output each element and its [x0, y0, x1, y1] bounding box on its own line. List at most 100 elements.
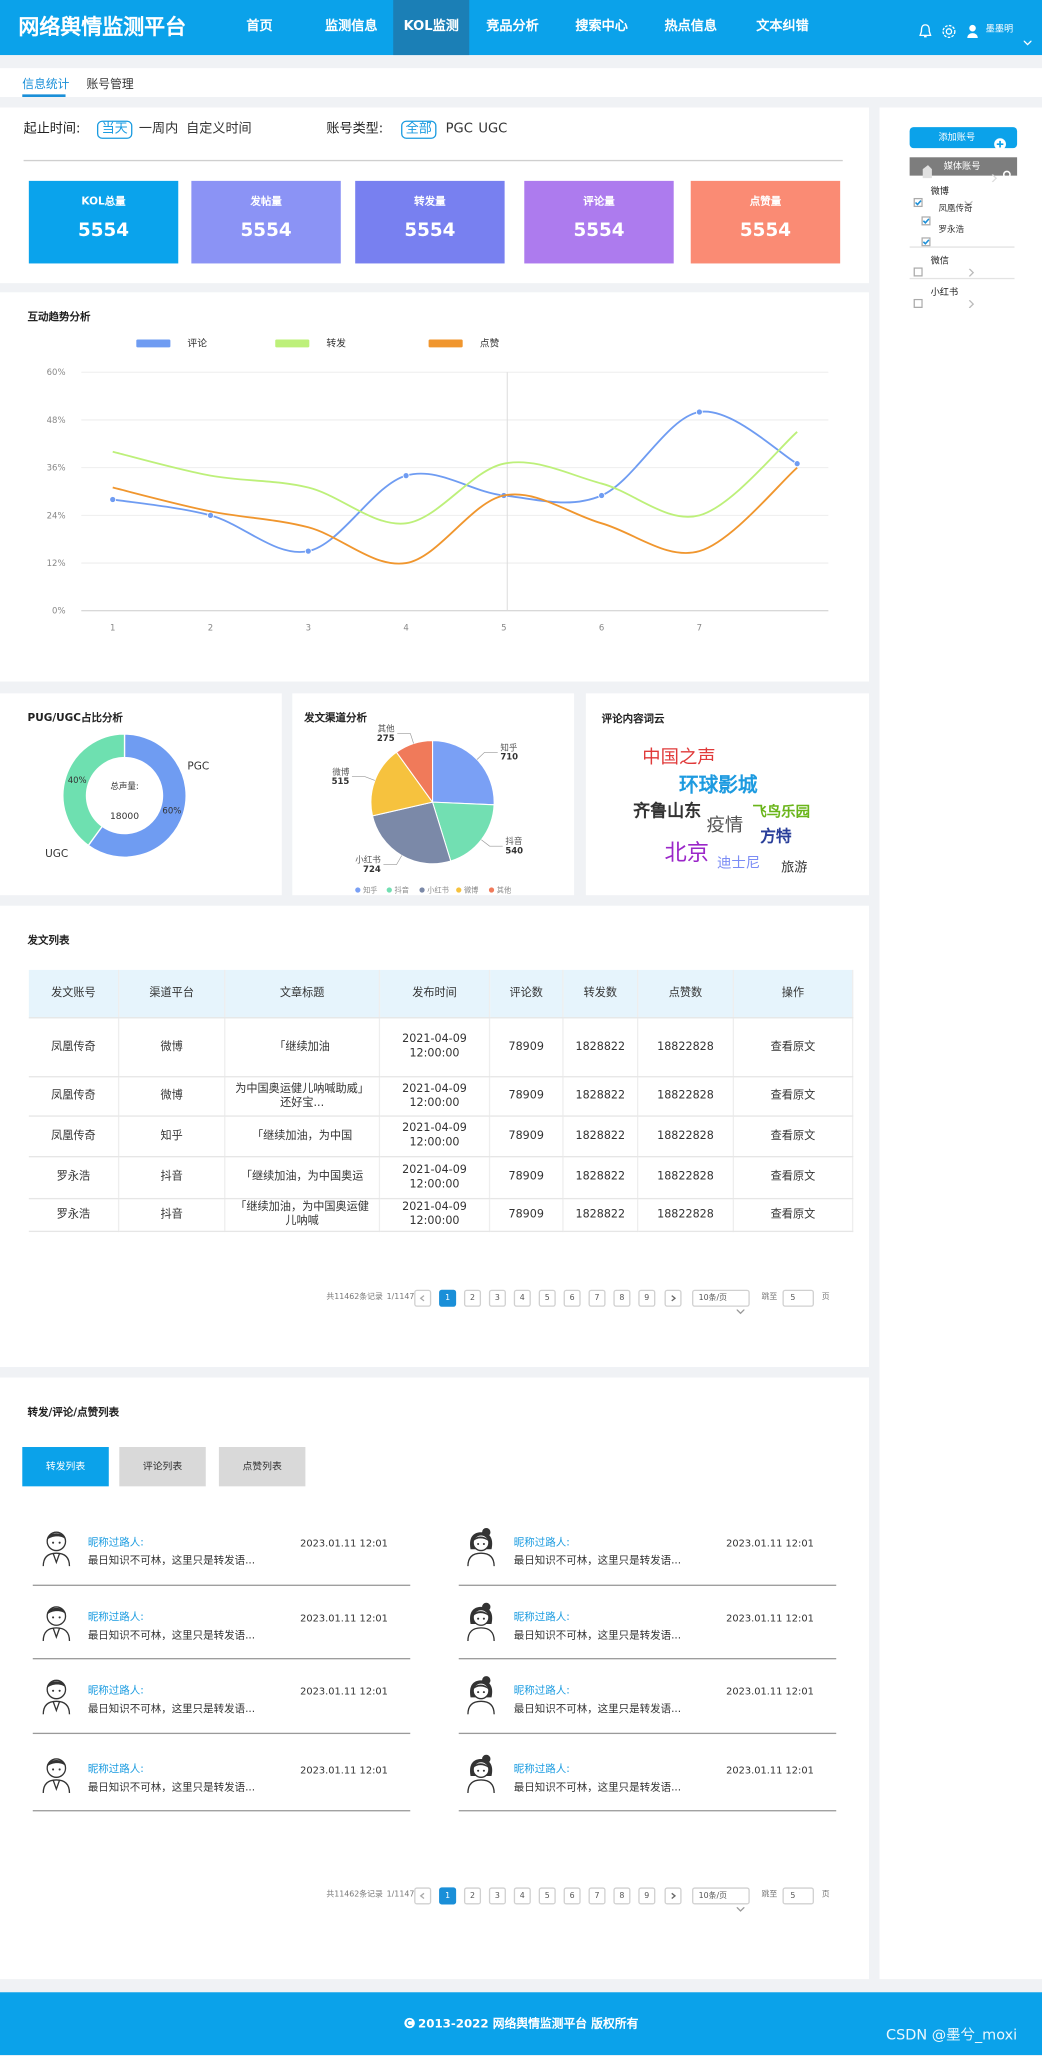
account-group[interactable]: 媒体账号	[909, 157, 1018, 176]
page-button[interactable]: 2	[463, 1289, 482, 1307]
view-link[interactable]: 查看原文	[733, 1017, 854, 1078]
icon-part	[473, 1536, 489, 1542]
item-name[interactable]: 昵称过路人:	[87, 1684, 144, 1697]
page-button[interactable]: 10条/页	[692, 1886, 750, 1904]
item-time: 2023.01.11 12:01	[300, 1611, 388, 1624]
checkbox[interactable]	[913, 288, 923, 308]
filter-option[interactable]: 一周内	[138, 121, 179, 137]
icon-part	[473, 1611, 489, 1617]
table-cell: 18822828	[637, 1156, 734, 1200]
icon-part	[964, 200, 974, 207]
user-icon[interactable]	[966, 20, 979, 39]
page-button[interactable]	[414, 1886, 432, 1904]
page-button[interactable]: 8	[613, 1886, 631, 1904]
checkbox[interactable]	[913, 187, 923, 207]
item-name[interactable]: 昵称过路人:	[87, 1763, 144, 1775]
stat-value: 5554	[739, 219, 791, 241]
page-button[interactable]: 5	[538, 1289, 556, 1307]
tab[interactable]: 账号管理	[86, 78, 134, 92]
page-button[interactable]: 1	[439, 1289, 457, 1307]
filter-chip-active[interactable]: 全部	[401, 120, 437, 139]
account-child[interactable]: 凤凰传奇	[938, 203, 973, 214]
item-name[interactable]: 昵称过路人:	[87, 1611, 144, 1623]
account-name[interactable]: 微博	[930, 185, 949, 197]
item-name[interactable]: 昵称过路人:	[513, 1536, 570, 1549]
bell-icon[interactable]	[917, 20, 933, 38]
page-button[interactable]: 8	[613, 1289, 631, 1307]
filter-option[interactable]: UGC	[478, 121, 508, 137]
view-link[interactable]: 查看原文	[733, 1076, 854, 1117]
icon-part	[467, 1528, 495, 1567]
item-name[interactable]: 昵称过路人:	[513, 1611, 570, 1623]
page-button[interactable]: 6	[563, 1886, 581, 1904]
page-button[interactable]	[664, 1886, 682, 1904]
page-button[interactable]: 4	[513, 1289, 531, 1307]
item-name[interactable]: 昵称过路人:	[87, 1536, 144, 1549]
checkbox[interactable]	[913, 256, 923, 276]
list-tab[interactable]: 评论列表	[119, 1447, 206, 1487]
nav-item[interactable]: 监测信息	[325, 19, 378, 35]
tab[interactable]: 信息统计	[22, 78, 70, 92]
page-button[interactable]: 1	[439, 1886, 457, 1904]
nav-item[interactable]: KOL监测	[403, 19, 459, 35]
page-button[interactable]: 9	[638, 1289, 656, 1307]
checkbox[interactable]	[921, 226, 931, 246]
page-button[interactable]: 4	[513, 1886, 531, 1904]
table-cell: 抖音	[118, 1198, 226, 1233]
view-link[interactable]: 查看原文	[733, 1198, 854, 1233]
item-name[interactable]: 昵称过路人:	[513, 1684, 570, 1697]
icon-part	[991, 173, 998, 183]
user-name[interactable]: 墨墨明	[985, 23, 1014, 34]
page-button[interactable]	[414, 1289, 432, 1307]
icon-part	[477, 1769, 480, 1772]
filter-chip-active[interactable]: 当天	[96, 120, 133, 139]
item-name[interactable]: 昵称过路人:	[513, 1763, 570, 1775]
nav-item[interactable]: 文本纠错	[756, 19, 809, 35]
page-button[interactable]: 7	[588, 1289, 606, 1307]
table-row: 凤凰传奇 微博 为中国奥运健儿呐喊助威」还好宝... 2021-04-09 12:00…	[28, 1076, 854, 1117]
nav-item[interactable]: 首页	[246, 19, 273, 35]
page-button[interactable]: 5	[782, 1886, 814, 1904]
list-tab[interactable]: 点赞列表	[218, 1447, 306, 1487]
account-name[interactable]: 小红书	[930, 286, 959, 298]
search-icon[interactable]	[1002, 161, 1014, 181]
add-account-button[interactable]: 添加账号	[909, 127, 1018, 149]
page-button[interactable]: 6	[563, 1289, 581, 1307]
filter-option[interactable]: 自定义时间	[186, 121, 252, 137]
table-cell: 为中国奥运健儿呐喊助威」还好宝...	[224, 1076, 381, 1117]
item-text: 最日知识不可林，这里只是转发语...	[513, 1554, 682, 1567]
page-button[interactable]: 5	[538, 1886, 556, 1904]
view-link[interactable]: 查看原文	[733, 1116, 854, 1158]
cloud-word: 飞鸟乐园	[752, 803, 811, 822]
pagination-total: 共11462条记录	[326, 1292, 383, 1303]
account-name[interactable]: 微信	[930, 255, 949, 266]
table-cell: 18822828	[637, 1017, 734, 1078]
checkbox[interactable]	[921, 205, 931, 225]
filter-option[interactable]: PGC	[445, 121, 473, 137]
avatar	[39, 1675, 73, 1715]
list-tab[interactable]: 转发列表	[22, 1447, 109, 1487]
item-time: 2023.01.11 12:01	[300, 1684, 388, 1697]
icon-part	[921, 236, 931, 246]
icon-part	[919, 24, 932, 38]
page-button[interactable]: 7	[588, 1886, 606, 1904]
item-separator	[32, 1732, 411, 1735]
icon-part	[52, 1616, 55, 1619]
icon-part	[913, 298, 923, 308]
item-time: 2023.01.11 12:01	[300, 1536, 388, 1549]
account-child[interactable]: 罗永浩	[938, 224, 965, 235]
icon-part	[913, 197, 923, 207]
view-link[interactable]: 查看原文	[733, 1156, 854, 1200]
page-button[interactable]: 5	[782, 1289, 814, 1307]
nav-item[interactable]: 搜索中心	[575, 19, 628, 35]
page-button[interactable]: 3	[488, 1886, 506, 1904]
page-button[interactable]: 9	[638, 1886, 656, 1904]
nav-item[interactable]: 热点信息	[664, 19, 717, 35]
icon-part	[52, 1779, 61, 1792]
page-button[interactable]	[664, 1289, 682, 1307]
nav-item[interactable]: 竞品分析	[486, 19, 539, 35]
page-button[interactable]: 2	[463, 1886, 482, 1904]
settings-icon[interactable]	[941, 20, 957, 39]
page-button[interactable]: 3	[488, 1289, 506, 1307]
page-button[interactable]: 10条/页	[692, 1289, 750, 1307]
